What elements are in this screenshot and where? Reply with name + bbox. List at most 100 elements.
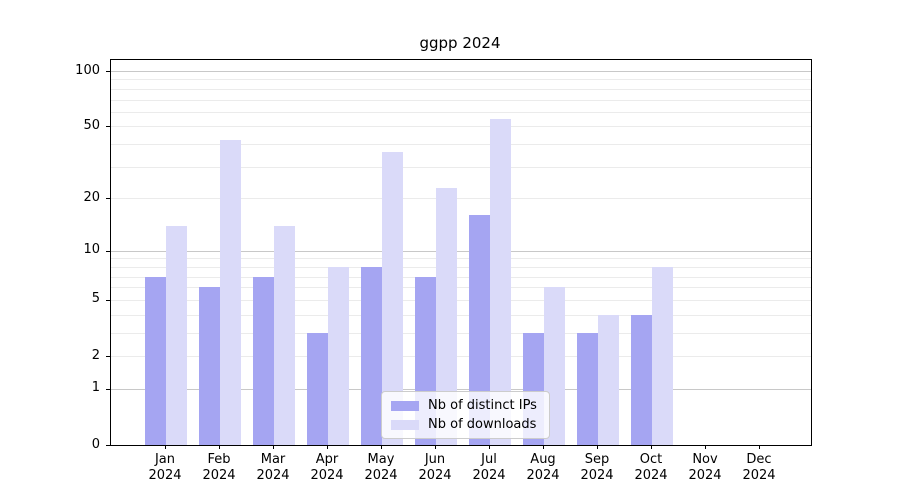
x-tick-year: 2024 — [526, 468, 560, 483]
x-tick-label: Mar 2024 — [243, 452, 303, 484]
x-tick-month: Jul — [481, 452, 497, 467]
x-tick-month: Mar — [260, 452, 286, 467]
x-tick-year: 2024 — [364, 468, 398, 483]
y-tick-label: 10 — [83, 242, 100, 258]
y-tick-label: 100 — [75, 62, 100, 78]
bar-downloads-apr — [328, 266, 349, 445]
x-tick-year: 2024 — [202, 468, 236, 483]
y-tick — [106, 445, 110, 446]
gridline-major — [111, 71, 811, 72]
x-tick-month: Oct — [639, 452, 663, 467]
bar-downloads-mar — [274, 225, 295, 445]
bar-distinct-ips-apr — [307, 332, 328, 445]
gridline-minor — [111, 266, 811, 268]
y-tick-label: 50 — [83, 117, 100, 133]
y-tick — [106, 388, 110, 390]
y-tick — [106, 299, 110, 301]
x-tick — [489, 445, 490, 449]
x-tick-label: Feb 2024 — [189, 452, 249, 484]
x-tick-month: May — [367, 452, 395, 467]
x-tick — [327, 445, 328, 449]
gridline-major — [111, 250, 811, 252]
x-tick-label: Jul 2024 — [459, 452, 519, 484]
y-tick — [106, 71, 110, 72]
x-tick-year: 2024 — [472, 468, 506, 483]
x-tick — [543, 445, 544, 449]
bar-downloads-sep — [598, 314, 619, 445]
x-tick — [273, 445, 274, 449]
gridline-minor — [111, 287, 811, 289]
x-tick-label: Oct 2024 — [621, 452, 681, 484]
x-tick-year: 2024 — [148, 468, 182, 483]
bar-distinct-ips-jan — [145, 276, 166, 445]
y-tick-label: 2 — [91, 347, 100, 363]
y-tick-label: 5 — [91, 291, 100, 307]
x-tick-label: Jan 2024 — [135, 452, 195, 484]
bar-distinct-ips-feb — [199, 287, 220, 445]
x-tick — [435, 445, 436, 449]
x-tick — [381, 445, 382, 449]
chart-title: ggpp 2024 — [419, 34, 501, 52]
bar-distinct-ips-mar — [253, 276, 274, 445]
bar-downloads-jan — [166, 225, 187, 445]
legend-swatch-downloads — [391, 419, 419, 430]
gridline-minor — [111, 88, 811, 90]
x-tick-label: Aug 2024 — [513, 452, 573, 484]
gridline-minor — [111, 166, 811, 168]
gridline-minor — [111, 198, 811, 200]
x-tick-month: Sep — [584, 452, 610, 467]
y-tick-label: 0 — [91, 436, 100, 452]
gridline-minor — [111, 144, 811, 146]
x-tick-label: Nov 2024 — [675, 452, 735, 484]
gridline-minor — [111, 79, 811, 81]
bar-downloads-oct — [652, 266, 673, 445]
bar-distinct-ips-oct — [631, 314, 652, 445]
x-tick-year: 2024 — [634, 468, 668, 483]
x-tick — [651, 445, 652, 449]
bar-distinct-ips-may — [361, 266, 382, 445]
legend: Nb of distinct IPs Nb of downloads — [381, 391, 550, 439]
bar-downloads-jul — [490, 118, 511, 445]
gridline-minor — [111, 314, 811, 316]
gridline-minor — [111, 276, 811, 278]
x-tick-month: Nov — [692, 452, 718, 467]
x-tick-month: Aug — [530, 452, 556, 467]
x-tick-month: Jun — [424, 452, 446, 467]
x-tick-label: Apr 2024 — [297, 452, 357, 484]
x-tick-month: Apr — [315, 452, 339, 467]
x-tick — [165, 445, 166, 449]
x-tick-year: 2024 — [742, 468, 776, 483]
bar-downloads-feb — [220, 140, 241, 445]
gridline-minor — [111, 126, 811, 128]
legend-item-distinct-ips: Nb of distinct IPs — [391, 398, 537, 413]
x-tick-month: Feb — [207, 452, 231, 467]
x-tick — [219, 445, 220, 449]
y-tick — [106, 356, 110, 357]
gridline-minor — [111, 356, 811, 357]
x-tick — [759, 445, 760, 449]
gridline-minor — [111, 299, 811, 301]
x-tick — [597, 445, 598, 449]
x-tick-label: May 2024 — [351, 452, 411, 484]
legend-swatch-distinct-ips — [391, 400, 419, 411]
y-tick — [106, 198, 110, 200]
x-tick-label: Sep 2024 — [567, 452, 627, 484]
y-tick — [106, 250, 110, 252]
bar-distinct-ips-sep — [577, 332, 598, 445]
gridline-minor — [111, 258, 811, 260]
legend-item-downloads: Nb of downloads — [391, 417, 537, 432]
legend-label-downloads: Nb of downloads — [428, 417, 537, 432]
plot-area: Nb of distinct IPs Nb of downloads — [106, 59, 812, 446]
x-tick-year: 2024 — [256, 468, 290, 483]
gridline-minor — [111, 332, 811, 334]
y-tick-label: 20 — [83, 189, 100, 205]
y-tick-label: 1 — [91, 380, 100, 396]
gridline-major — [111, 388, 811, 390]
x-tick-year: 2024 — [580, 468, 614, 483]
x-tick-year: 2024 — [310, 468, 344, 483]
bar-distinct-ips-jul — [469, 215, 490, 445]
x-tick-month: Jan — [154, 452, 176, 467]
x-tick-label: Dec 2024 — [729, 452, 789, 484]
x-tick-month: Dec — [746, 452, 772, 467]
